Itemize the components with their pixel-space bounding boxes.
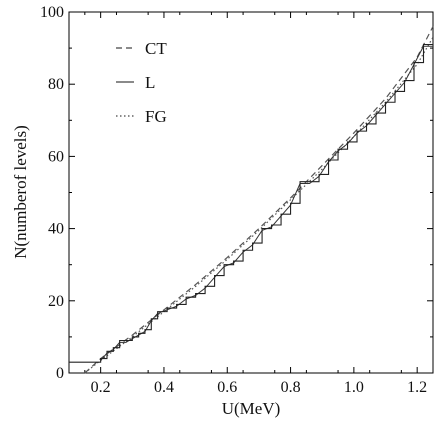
y-tick-label: 100 [40,4,64,21]
x-tick-label: 0.6 [217,379,237,396]
axis-ticks [69,11,433,374]
series-line-L [69,43,433,363]
y-tick-label: 80 [48,76,64,93]
x-tick-label: 0.2 [91,379,111,396]
series-layer [69,26,434,374]
x-tick-label: 0.4 [154,379,174,396]
x-tick-label: 1.0 [344,379,364,396]
series-line-FG [84,36,434,374]
y-tick-label: 0 [56,365,64,382]
series-line-CT [84,26,434,374]
plot-frame [68,11,434,374]
legend-label: FG [145,107,167,126]
series-line-L-fit [100,45,433,361]
tick-labels: 0.2 0.4 0.6 0.8 1.0 1.2 0 20 40 60 80 100 [40,4,427,396]
legend: CT L FG [116,39,167,126]
y-axis-label: N(numberof levels) [11,125,30,259]
x-tick-label: 1.2 [407,379,427,396]
x-axis-label: U(MeV) [222,399,281,418]
y-tick-label: 60 [48,148,64,165]
legend-label: L [145,73,155,92]
y-tick-label: 20 [48,293,64,310]
y-tick-label: 40 [48,221,64,238]
legend-label: CT [145,39,167,58]
x-tick-label: 0.8 [281,379,301,396]
